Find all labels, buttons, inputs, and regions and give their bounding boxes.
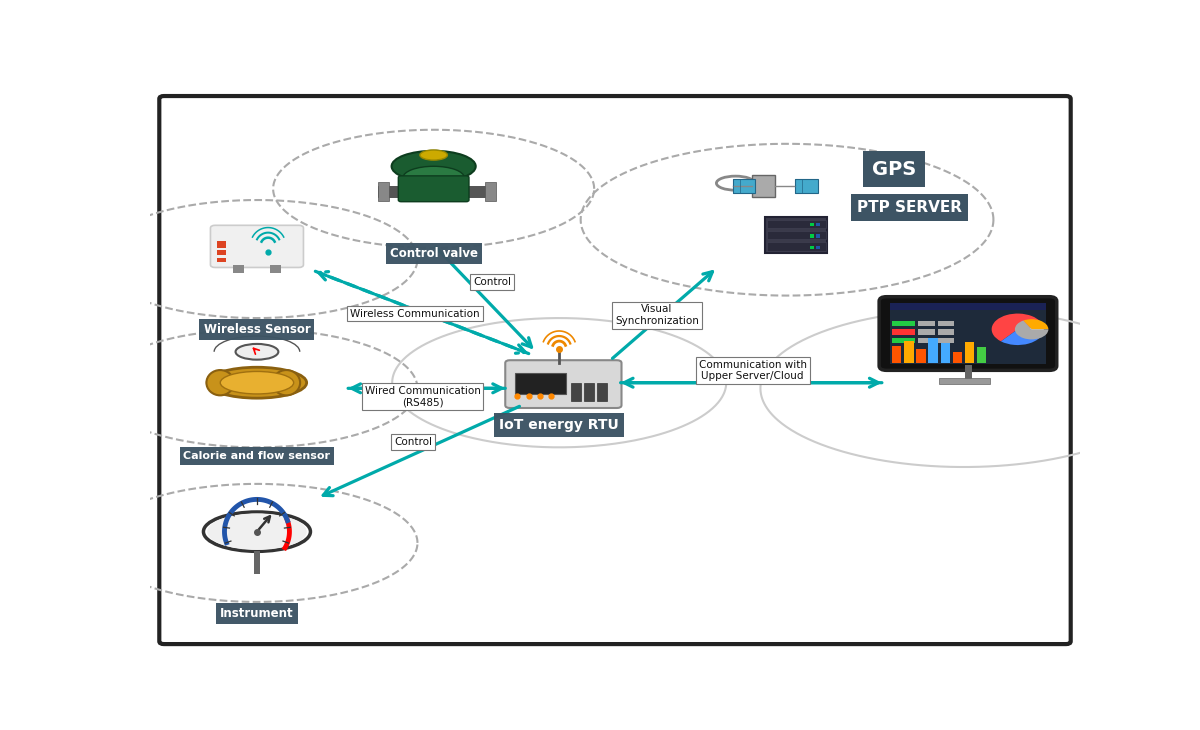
Bar	[929, 338, 937, 363]
Bar	[767, 220, 826, 228]
Bar	[917, 349, 925, 363]
FancyBboxPatch shape	[880, 296, 1057, 370]
Bar	[965, 365, 972, 380]
Ellipse shape	[204, 512, 311, 551]
Bar	[378, 186, 490, 197]
Bar	[217, 250, 227, 255]
Text: IoT energy RTU: IoT energy RTU	[499, 418, 619, 432]
FancyBboxPatch shape	[766, 217, 828, 253]
Ellipse shape	[208, 367, 307, 398]
Bar	[892, 329, 916, 335]
Bar	[890, 304, 1045, 310]
Wedge shape	[1015, 320, 1049, 339]
FancyBboxPatch shape	[752, 174, 775, 197]
Bar	[892, 338, 916, 343]
Ellipse shape	[221, 372, 294, 394]
Bar	[937, 338, 954, 343]
Bar	[233, 265, 244, 273]
Ellipse shape	[235, 344, 278, 360]
FancyBboxPatch shape	[210, 226, 304, 267]
Text: Calorie and flow sensor: Calorie and flow sensor	[184, 451, 330, 461]
Text: Control: Control	[473, 277, 511, 287]
Bar	[890, 304, 1045, 364]
Bar	[571, 383, 581, 401]
Bar	[892, 321, 916, 326]
Wedge shape	[1018, 326, 1044, 331]
Bar	[918, 329, 935, 335]
Text: Wireless Communication: Wireless Communication	[350, 309, 480, 318]
Bar	[794, 180, 817, 193]
Text: Control valve: Control valve	[390, 247, 478, 260]
Bar	[733, 180, 755, 193]
Bar	[598, 383, 607, 401]
Bar	[217, 241, 227, 248]
Bar	[217, 258, 227, 262]
Bar	[977, 347, 986, 363]
Bar	[515, 372, 565, 394]
FancyBboxPatch shape	[398, 176, 469, 201]
Ellipse shape	[403, 166, 464, 189]
Bar	[937, 329, 954, 335]
FancyBboxPatch shape	[505, 360, 622, 408]
Bar	[918, 321, 935, 326]
Bar	[938, 378, 990, 384]
Ellipse shape	[206, 370, 234, 396]
Bar	[254, 551, 259, 574]
Text: Control: Control	[394, 437, 432, 447]
Bar	[953, 352, 962, 363]
Bar	[905, 340, 913, 363]
Bar	[485, 182, 496, 201]
Bar	[378, 182, 389, 201]
Bar	[767, 242, 826, 250]
Text: Communication with
Upper Server/Cloud: Communication with Upper Server/Cloud	[698, 360, 806, 381]
Text: GPS: GPS	[872, 160, 916, 179]
Text: Wired Communication
(RS485): Wired Communication (RS485)	[365, 386, 480, 407]
Text: PTP SERVER: PTP SERVER	[857, 200, 962, 215]
Wedge shape	[1001, 329, 1044, 345]
Bar	[816, 234, 820, 238]
Bar	[270, 265, 281, 273]
Text: Wireless Sensor: Wireless Sensor	[204, 323, 311, 336]
Wedge shape	[991, 314, 1044, 342]
Bar	[941, 343, 950, 363]
Bar	[965, 342, 974, 363]
Bar	[584, 383, 594, 401]
Bar	[918, 338, 935, 343]
Wedge shape	[1024, 319, 1049, 329]
Bar	[810, 234, 814, 238]
Ellipse shape	[391, 151, 475, 182]
Ellipse shape	[208, 513, 307, 550]
Ellipse shape	[272, 370, 300, 396]
Bar	[767, 231, 826, 239]
Bar	[816, 223, 820, 226]
Ellipse shape	[420, 150, 448, 160]
FancyBboxPatch shape	[160, 96, 1070, 644]
Bar	[816, 245, 820, 249]
Bar	[810, 245, 814, 249]
Text: Visual
Synchronization: Visual Synchronization	[614, 304, 698, 326]
Text: Instrument: Instrument	[220, 607, 294, 620]
Bar	[810, 223, 814, 226]
Bar	[892, 346, 901, 363]
Bar	[937, 321, 954, 326]
